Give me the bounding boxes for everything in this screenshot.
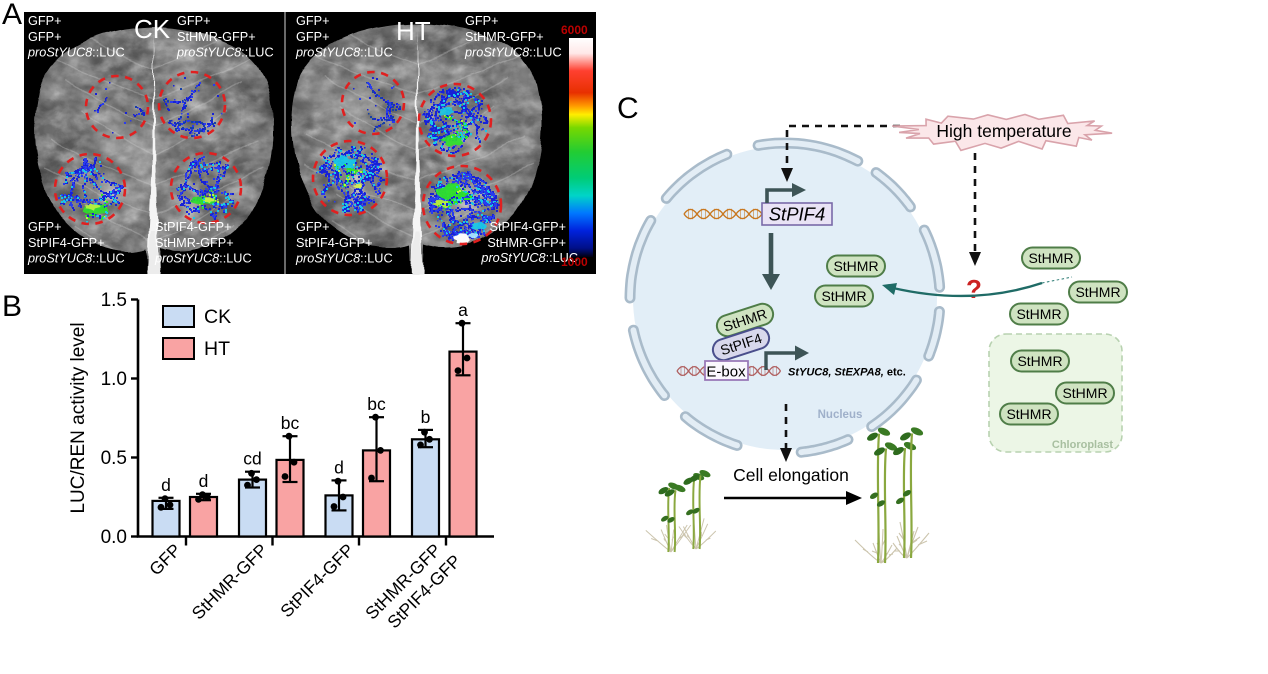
svg-text:StHMR: StHMR [1016, 306, 1061, 322]
svg-text:StPIF4: StPIF4 [769, 204, 826, 225]
svg-text:StHMR-GFP: StHMR-GFP [188, 540, 272, 624]
svg-text:GFP+: GFP+ [28, 220, 62, 234]
svg-text:proStYUC8::LUC: proStYUC8::LUC [154, 252, 252, 266]
svg-text:HT: HT [204, 338, 230, 360]
svg-text:proStYUC8::LUC: proStYUC8::LUC [27, 252, 125, 266]
svg-text:StPIF4-GFP+: StPIF4-GFP+ [155, 220, 232, 234]
svg-text:Cell elongation: Cell elongation [733, 465, 849, 485]
svg-text:0.0: 0.0 [101, 527, 127, 548]
svg-text:StPIF4-GFP+: StPIF4-GFP+ [490, 220, 567, 234]
svg-text:proStYUC8::LUC: proStYUC8::LUC [464, 46, 562, 60]
svg-text:StHMR-GFP+: StHMR-GFP+ [465, 30, 544, 44]
svg-text:StHMR-GFP+: StHMR-GFP+ [155, 236, 234, 250]
svg-text:?: ? [966, 274, 982, 304]
svg-text:GFP+: GFP+ [28, 30, 62, 44]
svg-text:d: d [161, 475, 171, 495]
svg-text:High temperature: High temperature [936, 121, 1071, 141]
svg-text:C: C [617, 92, 639, 125]
svg-text:E-box: E-box [706, 364, 746, 381]
svg-text:GFP+: GFP+ [28, 14, 62, 28]
svg-text:1.5: 1.5 [101, 290, 127, 311]
svg-text:CK: CK [204, 306, 231, 328]
svg-text:StYUC8, StEXPA8, etc.: StYUC8, StEXPA8, etc. [788, 367, 906, 379]
svg-text:GFP+: GFP+ [177, 14, 211, 28]
svg-text:GFP+: GFP+ [465, 14, 499, 28]
svg-text:proStYUC8::LUC: proStYUC8::LUC [27, 46, 125, 60]
svg-text:1.0: 1.0 [101, 369, 127, 390]
svg-text:proStYUC8::LUC: proStYUC8::LUC [176, 46, 274, 60]
svg-text:1000: 1000 [561, 255, 588, 269]
svg-text:B: B [2, 290, 22, 323]
svg-text:GFP: GFP [145, 540, 185, 580]
svg-text:StHMR: StHMR [833, 258, 878, 274]
svg-text:LUC/REN activity level: LUC/REN activity level [68, 322, 89, 513]
svg-text:0.5: 0.5 [101, 448, 127, 469]
svg-text:GFP+: GFP+ [296, 30, 330, 44]
svg-text:6000: 6000 [561, 23, 588, 37]
svg-text:CK: CK [134, 14, 171, 44]
svg-text:StPIF4-GFP+: StPIF4-GFP+ [296, 236, 373, 250]
svg-text:Chloroplast: Chloroplast [1052, 439, 1113, 451]
svg-text:GFP+: GFP+ [296, 14, 330, 28]
svg-text:d: d [334, 457, 344, 477]
svg-text:b: b [421, 407, 431, 427]
svg-text:StHMR: StHMR [1017, 353, 1062, 369]
svg-text:a: a [458, 300, 468, 320]
svg-text:StPIF4-GFP: StPIF4-GFP [276, 540, 358, 622]
svg-text:StHMR: StHMR [1028, 250, 1073, 266]
svg-text:A: A [2, 0, 22, 31]
svg-text:StHMR-GFP+: StHMR-GFP+ [487, 236, 566, 250]
svg-text:cd: cd [243, 449, 261, 469]
svg-text:StHMR: StHMR [1006, 406, 1051, 422]
svg-text:StHMR-GFP+: StHMR-GFP+ [177, 30, 256, 44]
svg-text:StPIF4-GFP+: StPIF4-GFP+ [28, 236, 105, 250]
svg-text:proStYUC8::LUC: proStYUC8::LUC [295, 46, 393, 60]
svg-text:HT: HT [396, 16, 431, 46]
svg-text:proStYUC8::LUC: proStYUC8::LUC [480, 251, 578, 265]
svg-text:StHMR: StHMR [1062, 385, 1107, 401]
svg-text:proStYUC8::LUC: proStYUC8::LUC [295, 252, 393, 266]
svg-text:StHMR: StHMR [821, 288, 866, 304]
svg-text:Nucleus: Nucleus [818, 409, 863, 421]
svg-text:d: d [199, 471, 209, 491]
svg-text:bc: bc [281, 413, 300, 433]
svg-text:GFP+: GFP+ [296, 220, 330, 234]
svg-text:bc: bc [367, 394, 386, 414]
svg-text:StHMR: StHMR [1075, 284, 1120, 300]
